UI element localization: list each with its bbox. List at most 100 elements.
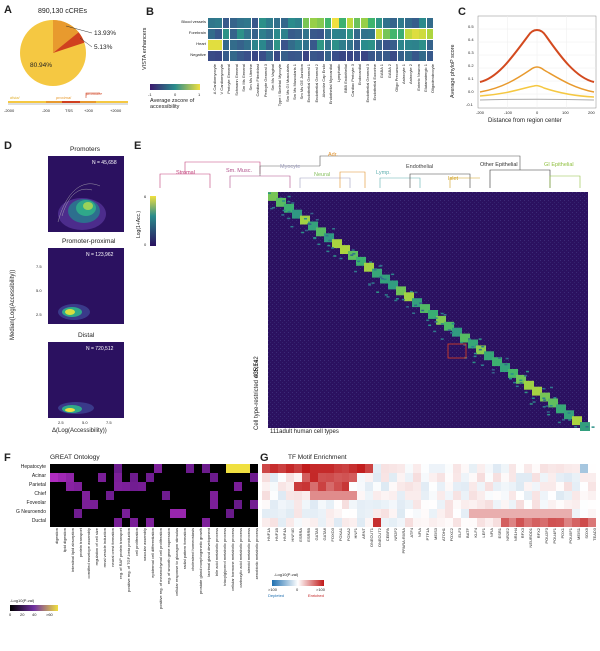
heatmap-cell bbox=[333, 491, 342, 500]
speckle bbox=[281, 214, 285, 216]
speckle bbox=[524, 391, 528, 394]
heatmap-cell bbox=[365, 518, 374, 527]
speckle bbox=[549, 405, 553, 407]
heatmap-cell bbox=[564, 509, 573, 518]
pie-chart bbox=[20, 20, 86, 86]
colorbar-left-label: Depleted bbox=[268, 593, 285, 598]
heatmap-cell bbox=[588, 464, 596, 473]
speckle bbox=[473, 355, 477, 358]
column-label: cornified envelope assembly bbox=[86, 528, 91, 579]
density-promoters bbox=[48, 156, 124, 232]
heatmap-cell bbox=[146, 473, 154, 482]
heatmap-cell bbox=[262, 464, 270, 473]
speckle bbox=[414, 304, 418, 307]
speckle bbox=[325, 234, 329, 237]
subplot-n: N = 720,512 bbox=[86, 346, 114, 352]
speckle bbox=[574, 426, 578, 428]
heatmap-cell bbox=[250, 500, 258, 509]
diagonal-block bbox=[540, 392, 550, 402]
heatmap-cell bbox=[421, 500, 429, 509]
heatmap-cell bbox=[317, 473, 326, 482]
heatmap-cell bbox=[389, 518, 398, 527]
heatmap-cell bbox=[524, 518, 533, 527]
heatmap-cell bbox=[397, 51, 405, 62]
column-label: intestinal lipid absorption bbox=[70, 528, 75, 572]
heatmap-cell bbox=[373, 482, 382, 491]
heatmap-cell bbox=[492, 518, 501, 527]
heatmap-cell bbox=[444, 509, 453, 518]
colorbar-tick: >100 bbox=[268, 587, 278, 592]
heatmap-cell bbox=[331, 51, 339, 62]
heatmap-cell bbox=[266, 40, 273, 51]
heatmap-cell bbox=[98, 491, 106, 500]
heatmap-cell bbox=[280, 18, 288, 29]
heatmap-cell bbox=[218, 482, 226, 491]
heatmap-cell bbox=[365, 464, 374, 473]
heatmap-cell bbox=[218, 509, 226, 518]
column-label: cholesterol homeostasis bbox=[190, 528, 195, 571]
heatmap-cell bbox=[226, 518, 234, 527]
heatmap-cell bbox=[357, 482, 366, 491]
heatmap-cell bbox=[413, 509, 422, 518]
diagonal-block bbox=[444, 321, 454, 331]
heatmap-cell bbox=[122, 509, 130, 518]
row-label: Forebrain bbox=[188, 30, 206, 35]
heatmap-cell bbox=[98, 509, 106, 518]
heatmap-cell bbox=[301, 482, 310, 491]
heatmap-cell bbox=[222, 18, 230, 29]
heatmap-cell bbox=[317, 500, 326, 509]
speckle bbox=[519, 382, 523, 384]
heatmap-cell bbox=[349, 473, 358, 482]
heatmap-cell bbox=[429, 464, 437, 473]
column-label: radial pattern formation bbox=[182, 528, 187, 570]
speckle bbox=[386, 296, 390, 298]
heatmap-cell bbox=[556, 473, 565, 482]
heatmap-cell bbox=[293, 491, 302, 500]
heatmap-cell bbox=[237, 40, 244, 51]
diagonal-block bbox=[468, 339, 478, 349]
heatmap-cell bbox=[365, 491, 374, 500]
heatmap-cell bbox=[170, 464, 178, 473]
colorbar-tick: 0 bbox=[144, 242, 147, 247]
heatmap-cell bbox=[277, 509, 286, 518]
heatmap-cell bbox=[277, 491, 286, 500]
row-label: Blood vessels bbox=[181, 19, 206, 24]
ytick: -0.1 bbox=[466, 102, 473, 107]
motif-label: FOXA1 bbox=[337, 528, 343, 542]
motif-label: LEF1 bbox=[480, 528, 486, 538]
speckle bbox=[451, 323, 455, 325]
heatmap-cell bbox=[468, 482, 477, 491]
speckle bbox=[525, 370, 529, 373]
motif-label: PPARA:RXRA bbox=[401, 528, 407, 554]
heatmap-cell bbox=[444, 482, 453, 491]
heatmap-cell bbox=[82, 509, 90, 518]
column-label: Oligo Precursor bbox=[393, 64, 399, 92]
speckle bbox=[405, 306, 409, 308]
speckle bbox=[368, 283, 372, 285]
heatmap-cell bbox=[251, 18, 259, 29]
heatmap-cell bbox=[58, 473, 66, 482]
speckle bbox=[546, 411, 550, 413]
group-label: GI Epithelial bbox=[544, 162, 574, 168]
heatmap-cell bbox=[452, 500, 461, 509]
speckle bbox=[491, 369, 495, 371]
heatmap-cell bbox=[250, 518, 258, 527]
heatmap-cell bbox=[564, 518, 573, 527]
heatmap-cell bbox=[170, 509, 178, 518]
speckle bbox=[379, 276, 383, 278]
heatmap-cell bbox=[210, 518, 218, 527]
diagonal-block bbox=[396, 286, 406, 296]
motif-label: NFIA bbox=[417, 528, 423, 538]
background-curve bbox=[479, 98, 595, 101]
heatmap-cell bbox=[309, 509, 318, 518]
column-labels: A Cardiomyocyte V Cardiomyocyte Pericyte G… bbox=[208, 64, 436, 134]
heatmap-cell bbox=[293, 509, 302, 518]
speckle bbox=[287, 217, 291, 220]
panel-label: A bbox=[4, 4, 12, 16]
heatmap-cell bbox=[389, 509, 398, 518]
heatmap-cell bbox=[346, 29, 354, 40]
heatmap-cell bbox=[244, 18, 252, 29]
column-label: Endothelial Myocardial bbox=[328, 64, 334, 105]
heatmap-cell bbox=[452, 509, 461, 518]
row-label: Negative bbox=[190, 52, 206, 57]
